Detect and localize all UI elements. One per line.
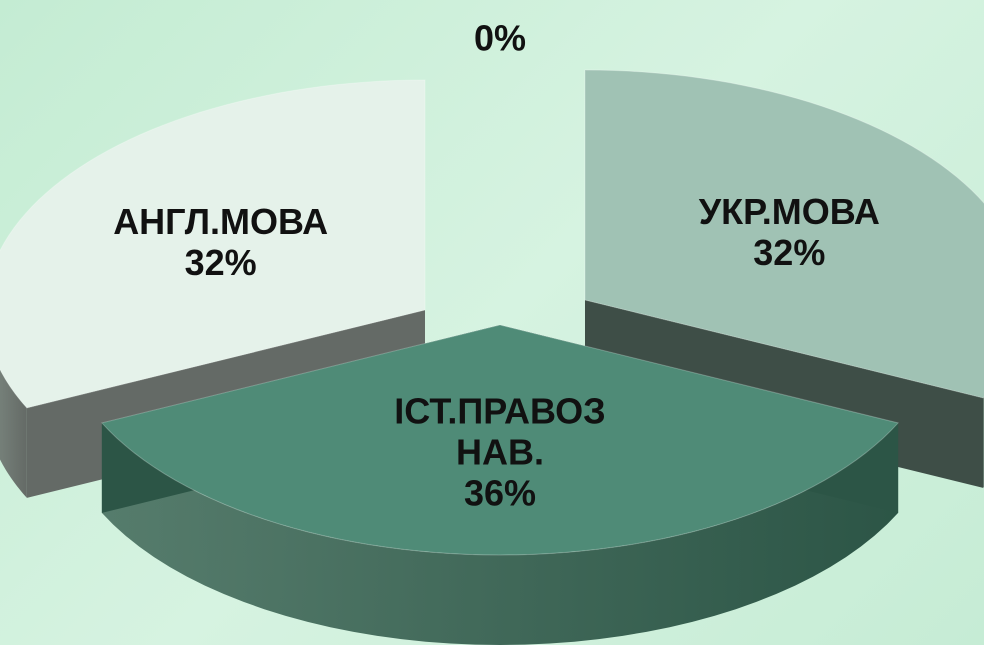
data-label: АНГЛ.МОВА 32% (108, 201, 333, 283)
slice-side (0, 369, 27, 498)
category-label: АНГЛ.МОВА (113, 201, 329, 243)
data-label: ІСТ.ПРАВОЗНАВ. 36% (388, 390, 613, 513)
slice-side (101, 422, 899, 645)
data-label: 0% (388, 18, 613, 59)
value-label: 36% (463, 472, 537, 513)
slice-top (584, 69, 984, 399)
value-label: 0% (473, 17, 527, 59)
value-label: 32% (753, 232, 826, 274)
slice-top (0, 79, 426, 409)
value-label: 32% (184, 242, 257, 284)
category-label: УКР.МОВА (698, 191, 880, 233)
slice-top (100, 324, 900, 556)
data-label: УКР.МОВА 32% (677, 191, 902, 273)
category-label: ІСТ.ПРАВОЗНАВ. (394, 390, 606, 472)
